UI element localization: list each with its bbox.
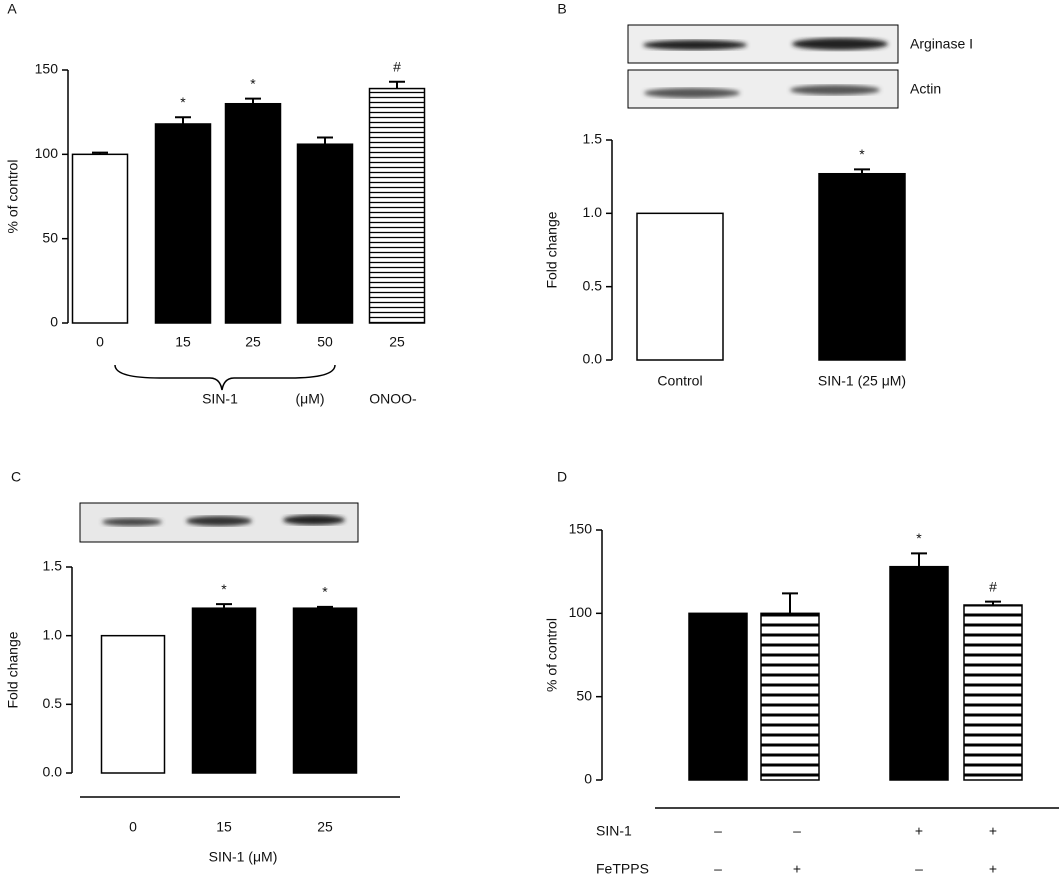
blot-c: [79, 502, 359, 543]
x-tick-label: 50: [317, 334, 333, 350]
bar: [688, 612, 748, 781]
error-bar: [92, 151, 108, 155]
blot-label: Arginase I: [910, 36, 973, 52]
row-sign: –: [714, 823, 722, 839]
panel-label: D: [557, 469, 567, 485]
row-label: FeTPPS: [596, 861, 649, 877]
significance-mark: *: [180, 94, 186, 110]
group-label: ONOO-: [369, 391, 417, 407]
bar: [71, 153, 129, 324]
error-bar: [317, 605, 333, 609]
y-tick-label: 1.5: [583, 131, 603, 147]
y-tick-label: 1.5: [43, 558, 63, 574]
significance-mark: *: [859, 146, 865, 162]
blot-label: Actin: [910, 81, 941, 97]
y-tick-label: 100: [569, 604, 593, 620]
y-axis-label: % of control: [5, 160, 21, 234]
x-axis-label: SIN-1 (μM): [209, 849, 278, 865]
bar: [636, 212, 724, 361]
error-bar: [854, 168, 870, 174]
row-sign: –: [915, 861, 923, 877]
y-tick-label: 0.5: [43, 695, 63, 711]
y-tick-label: 0: [584, 771, 592, 787]
row-sign: –: [793, 823, 801, 839]
x-tick-label: 15: [175, 334, 191, 350]
group-label: SIN-1: [202, 391, 238, 407]
x-tick-label: SIN-1 (25 μM): [818, 373, 906, 389]
blot-arginase: [627, 24, 899, 64]
significance-mark: *: [250, 75, 256, 91]
significance-mark: #: [989, 578, 997, 594]
panel-label: C: [11, 469, 21, 485]
significance-mark: *: [322, 584, 328, 600]
error-bar: [216, 603, 232, 609]
x-tick-label: 25: [389, 334, 405, 350]
error-bar: [317, 136, 333, 145]
y-axis-label: Fold change: [5, 631, 21, 708]
error-bar: [389, 80, 405, 89]
y-tick-label: 0.0: [583, 351, 603, 367]
error-bar: [911, 552, 927, 567]
error-bar: [782, 592, 798, 614]
y-axis-label: % of control: [544, 618, 560, 692]
significance-mark: #: [393, 59, 401, 75]
row-sign: +: [989, 823, 997, 839]
bar: [154, 123, 212, 324]
bar: [818, 172, 906, 361]
significance-mark: *: [221, 581, 227, 597]
row-sign: +: [793, 861, 801, 877]
x-tick-label: 25: [245, 334, 261, 350]
y-tick-label: 100: [35, 145, 59, 161]
y-tick-label: 1.0: [583, 204, 603, 220]
y-tick-label: 0: [50, 314, 58, 330]
bar: [224, 102, 282, 324]
bar: [760, 612, 820, 781]
y-tick-label: 0.5: [583, 277, 603, 293]
panel-label: A: [7, 1, 17, 17]
row-sign: +: [915, 823, 923, 839]
row-sign: +: [989, 861, 997, 877]
bar: [191, 607, 257, 774]
significance-mark: *: [916, 530, 922, 546]
y-tick-label: 150: [569, 521, 593, 537]
x-tick-label: 15: [216, 819, 232, 835]
x-tick-label: 0: [96, 334, 104, 350]
group-label: (μM): [295, 391, 324, 407]
x-tick-label: Control: [657, 373, 702, 389]
row-label: SIN-1: [596, 823, 632, 839]
bar: [889, 565, 949, 781]
panel-label: B: [557, 1, 566, 17]
bar: [963, 604, 1023, 781]
error-bar: [245, 97, 261, 104]
y-tick-label: 50: [42, 229, 58, 245]
x-tick-label: 0: [129, 819, 137, 835]
y-tick-label: 0.0: [43, 764, 63, 780]
y-tick-label: 150: [35, 61, 59, 77]
y-axis-label: Fold change: [544, 211, 560, 288]
y-tick-label: 50: [576, 687, 592, 703]
bar: [296, 143, 354, 324]
brace: [114, 364, 336, 391]
bar: [100, 634, 166, 774]
y-tick-label: 1.0: [43, 626, 63, 642]
blot-actin: [627, 69, 899, 109]
row-sign: –: [714, 861, 722, 877]
bar: [368, 87, 426, 324]
bar: [292, 607, 358, 774]
error-bar: [985, 600, 1001, 605]
error-bar: [175, 116, 191, 124]
x-tick-label: 25: [317, 819, 333, 835]
